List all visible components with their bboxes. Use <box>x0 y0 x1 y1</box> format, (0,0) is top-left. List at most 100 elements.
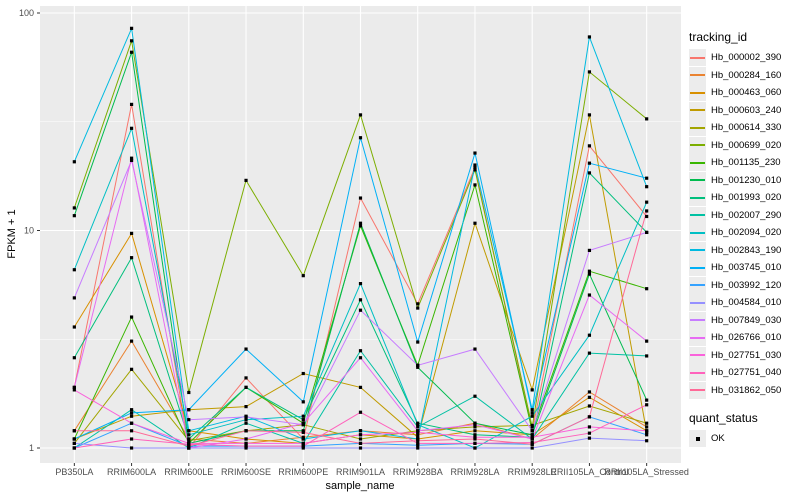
data-point <box>645 425 649 429</box>
data-point <box>301 441 305 445</box>
legend-label: Hb_003992_120 <box>711 279 782 291</box>
data-point <box>244 405 248 409</box>
legend-key-line-icon <box>689 311 706 329</box>
data-point <box>587 404 592 408</box>
data-point <box>72 446 76 450</box>
data-point <box>72 206 76 210</box>
data-point <box>301 435 305 439</box>
legend-color-line <box>690 179 705 182</box>
data-point <box>473 163 477 167</box>
data-point <box>587 35 592 39</box>
data-point <box>358 356 363 360</box>
data-point <box>473 425 477 429</box>
legend-color-line <box>690 144 705 147</box>
data-point <box>129 446 134 450</box>
data-point <box>416 365 420 369</box>
data-point <box>187 444 191 448</box>
x-tick-label: RRIM901LA <box>336 467 385 477</box>
data-point <box>587 161 592 165</box>
data-point <box>129 408 134 412</box>
data-point <box>72 325 76 329</box>
data-point <box>301 418 305 422</box>
data-point <box>129 414 134 418</box>
x-tick-label: RRII105LA_Stressed <box>604 467 689 477</box>
data-point <box>530 408 534 412</box>
data-point <box>72 296 76 300</box>
data-point <box>301 444 305 448</box>
legend-label: Hb_001993_020 <box>711 192 782 204</box>
data-point <box>187 439 191 443</box>
data-point <box>129 156 134 160</box>
data-point <box>301 274 305 278</box>
x-tick-label: RRIM928BA <box>393 467 443 477</box>
data-point <box>129 102 134 106</box>
legend-key-line-icon <box>689 364 706 382</box>
legend-tracking-items: Hb_000002_390 Hb_000284_160 Hb_000463_060 H… <box>689 49 799 399</box>
data-point <box>473 429 477 433</box>
x-tick-label: RRIM928LA <box>450 467 499 477</box>
legend-item-Hb_003992_120: Hb_003992_120 <box>689 276 799 295</box>
data-point <box>587 415 592 419</box>
data-point <box>587 333 592 337</box>
data-point <box>129 367 134 371</box>
legend-item-Hb_026766_010: Hb_026766_010 <box>689 329 799 347</box>
data-point <box>244 421 248 425</box>
data-point <box>587 272 592 276</box>
data-point <box>416 433 420 437</box>
data-point <box>129 126 134 130</box>
data-point <box>244 347 248 351</box>
data-point <box>358 196 363 200</box>
x-tick-label: RRIM600PE <box>278 467 328 477</box>
data-point <box>416 423 420 427</box>
data-point <box>129 158 134 163</box>
data-point <box>187 442 191 446</box>
data-point <box>530 429 534 433</box>
legend-key-line-icon <box>689 259 706 277</box>
data-point <box>244 178 248 182</box>
data-point <box>244 418 248 422</box>
legend-item-Hb_000603_240: Hb_000603_240 <box>689 101 799 120</box>
data-point <box>587 70 592 74</box>
data-point <box>301 421 305 425</box>
legend-title-tracking-id: tracking_id <box>689 30 748 44</box>
legend-color-line <box>690 371 705 374</box>
data-point <box>72 441 76 445</box>
data-point <box>301 400 305 404</box>
data-point <box>473 347 477 351</box>
data-point <box>416 306 420 310</box>
data-point <box>301 446 305 450</box>
x-tick-label: RRII105LA_Control <box>550 467 628 477</box>
ok-point-key <box>689 430 706 448</box>
data-point <box>129 421 134 425</box>
data-point <box>645 287 649 291</box>
data-point <box>416 446 420 450</box>
data-point <box>301 430 305 434</box>
data-point <box>358 308 363 312</box>
data-point <box>129 26 134 30</box>
data-point <box>530 414 534 418</box>
data-point <box>72 385 76 389</box>
legend-key-line-icon <box>689 224 706 242</box>
data-point <box>587 269 592 273</box>
data-point <box>645 117 649 121</box>
legend-label: Hb_027751_040 <box>711 367 782 379</box>
data-point <box>129 256 134 260</box>
data-point <box>587 395 592 399</box>
data-point <box>358 441 363 445</box>
legend-item-Hb_000463_060: Hb_000463_060 <box>689 84 799 102</box>
y-tick-label: 1 <box>29 443 34 453</box>
data-point <box>187 408 191 412</box>
data-point <box>416 439 420 443</box>
legend-label: Hb_007849_030 <box>711 314 782 326</box>
data-point <box>358 433 363 437</box>
legend-label: Hb_003745_010 <box>711 262 782 274</box>
data-point <box>416 425 420 429</box>
data-point <box>72 214 76 218</box>
legend-title-quant-status: quant_status <box>689 411 758 425</box>
data-point <box>244 444 248 448</box>
data-point <box>645 339 649 343</box>
legend-item-Hb_002007_290: Hb_002007_290 <box>689 206 799 225</box>
data-point <box>530 388 534 392</box>
legend-label: Hb_002843_190 <box>711 244 782 256</box>
